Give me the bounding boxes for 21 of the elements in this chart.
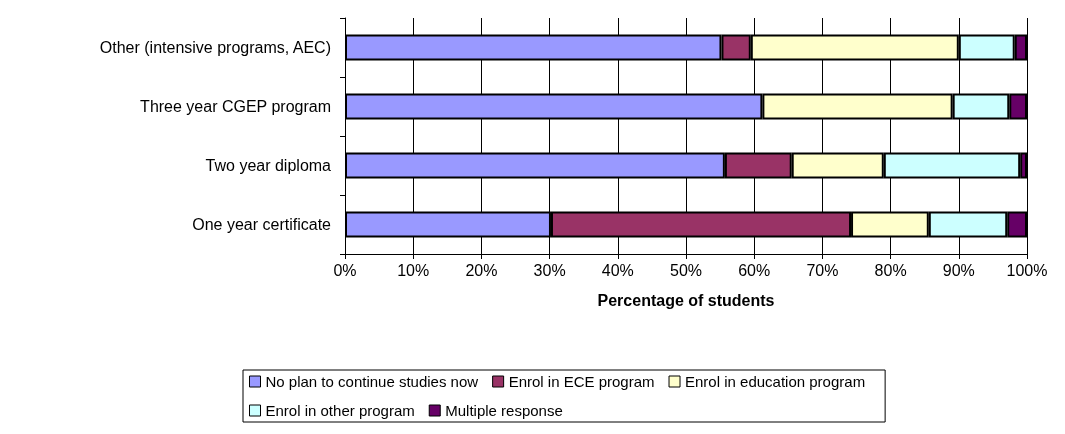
y-tick-label: Two year diploma (205, 157, 332, 174)
x-tick-label: 0% (333, 261, 357, 279)
x-tick-label: 60% (738, 261, 771, 279)
y-tick-label: Three year CGEP program (140, 98, 331, 115)
x-axis-title: Percentage of students (597, 291, 775, 309)
x-tick-label: 30% (533, 261, 566, 279)
y-tick-label: Other (intensive programs, AEC) (99, 39, 331, 56)
x-tick-label: 90% (942, 261, 975, 279)
legend-label: Enrol in ECE program (508, 373, 655, 390)
legend-label: Multiple response (445, 402, 563, 419)
x-tick-label: 100% (1006, 261, 1048, 279)
x-tick-label: 20% (465, 261, 498, 279)
y-tick-label: One year certificate (192, 216, 332, 233)
x-tick-label: 70% (806, 261, 839, 279)
x-tick-label: 50% (669, 261, 703, 279)
x-tick-label: 80% (874, 261, 907, 279)
x-tick-label: 40% (601, 261, 634, 279)
x-tick-label: 10% (397, 261, 430, 279)
legend-label: No plan to continue studies now (265, 373, 479, 390)
legend-label: Enrol in education program (685, 373, 866, 390)
legend-label: Enrol in other program (265, 402, 415, 419)
